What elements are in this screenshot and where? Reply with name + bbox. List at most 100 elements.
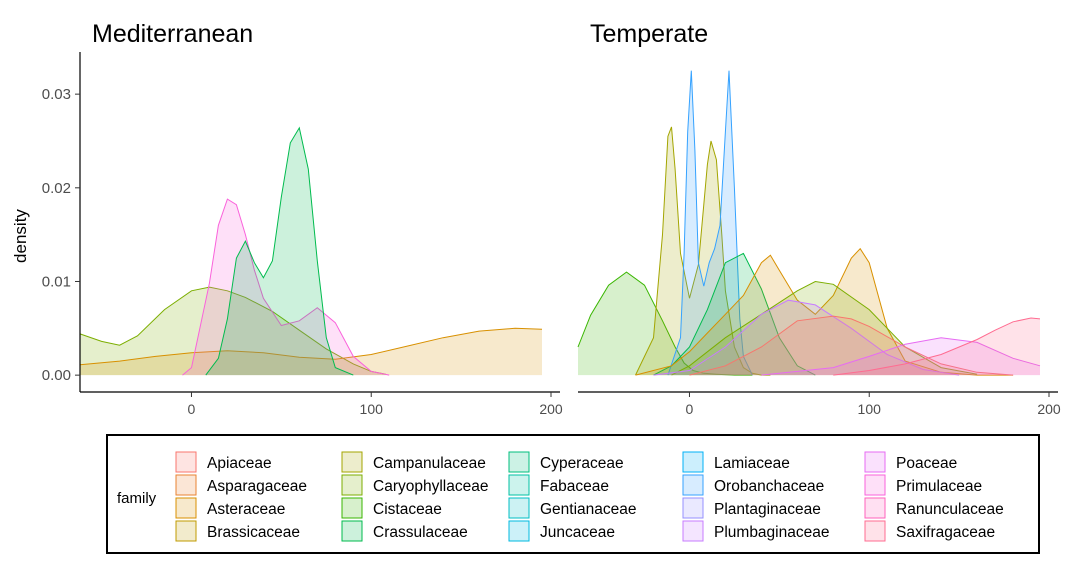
legend-item-primulaceae: Primulaceae	[864, 474, 982, 496]
legend-key	[175, 474, 197, 496]
density-area-asteraceae	[80, 328, 542, 376]
legend-key	[682, 497, 704, 519]
x-tick-label: 0	[686, 401, 694, 417]
legend-item-crassulaceae: Crassulaceae	[341, 520, 468, 542]
x-tick-label: 100	[858, 401, 882, 417]
density-area-orobanchaceae	[667, 70, 753, 376]
legend-label: Crassulaceae	[373, 524, 468, 541]
y-axis-title: density	[11, 209, 30, 263]
density-area-crassulaceae	[205, 127, 354, 376]
legend-label: Lamiaceae	[714, 455, 790, 472]
legend-key	[175, 520, 197, 542]
legend-item-gentianaceae: Gentianaceae	[508, 497, 637, 519]
facet-panels: Mediterranean 0 100 200 0.00 0.01 0.02 0.03 Temp…	[42, 20, 1061, 417]
legend-label: Juncaceae	[540, 524, 615, 541]
legend-item-cyperaceae: Cyperaceae	[508, 451, 624, 473]
density-line-saxifragaceae	[833, 317, 1041, 376]
legend-label: Cyperaceae	[540, 455, 624, 472]
density-line-poaceae	[761, 337, 1041, 376]
legend-key	[341, 520, 363, 542]
legend-label: Asteraceae	[207, 501, 285, 518]
density-area-saxifragaceae	[833, 318, 1040, 376]
legend-label: Caryophyllaceae	[373, 478, 488, 495]
legend-key	[508, 497, 530, 519]
density-area-caryophyllaceae	[80, 287, 386, 376]
x-tick-label: 200	[1037, 401, 1061, 417]
legend-item-asteraceae: Asteraceae	[175, 497, 285, 519]
legend-label: Saxifragaceae	[896, 524, 995, 541]
legend-item-orobanchaceae: Orobanchaceae	[682, 474, 824, 496]
legend-key	[864, 474, 886, 496]
density-area-caryophyllaceae	[671, 281, 978, 376]
legend-item-saxifragaceae: Saxifragaceae	[864, 520, 995, 542]
legend-key	[864, 451, 886, 473]
legend-item-plumbaginaceae: Plumbaginaceae	[682, 520, 829, 542]
density-line-crassulaceae	[653, 252, 816, 376]
legend-item-juncaceae: Juncaceae	[508, 520, 615, 542]
legend-item-fabaceae: Fabaceae	[508, 474, 609, 496]
density-line-crassulaceae	[205, 126, 354, 376]
legend-item-plantaginaceae: Plantaginaceae	[682, 497, 821, 519]
legend-key	[682, 474, 704, 496]
density-line-campanulaceae	[635, 126, 771, 376]
legend-item-caryophyllaceae: Caryophyllaceae	[341, 474, 488, 496]
legend-item-lamiaceae: Lamiaceae	[682, 451, 790, 473]
x-tick-label: 100	[360, 401, 384, 417]
legend-label: Ranunculaceae	[896, 501, 1004, 518]
panel-temperate: Temperate 0 100 200	[577, 20, 1061, 417]
density-line-asteraceae	[635, 247, 1014, 376]
y-tick-label: 0.00	[42, 367, 71, 384]
legend-key	[341, 497, 363, 519]
legend-label: Plantaginaceae	[714, 501, 821, 518]
x-tick-label: 200	[539, 401, 563, 417]
density-area-crassulaceae	[653, 253, 816, 376]
legend-label: Brassicaceae	[207, 524, 300, 541]
legend-label: Plumbaginaceae	[714, 524, 829, 541]
density-line-primulaceae	[182, 198, 390, 376]
legend: family Apiaceae Asparagaceae Asteraceae Bras…	[106, 434, 1040, 554]
legend-item-apiaceae: Apiaceae	[175, 451, 272, 473]
density-area-plumbaginaceae	[653, 300, 960, 376]
legend-key	[508, 451, 530, 473]
density-area-cistaceae	[578, 272, 753, 376]
density-line-apiaceae	[689, 315, 1014, 376]
density-line-asteraceae	[79, 327, 543, 366]
legend-key	[864, 497, 886, 519]
legend-key	[175, 497, 197, 519]
legend-item-poaceae: Poaceae	[864, 451, 957, 473]
x-tick-label: 0	[188, 401, 196, 417]
density-area-campanulaceae	[635, 126, 771, 376]
density-area-apiaceae	[689, 316, 1014, 376]
legend-item-ranunculaceae: Ranunculaceae	[864, 497, 1004, 519]
legend-label: Gentianaceae	[540, 501, 637, 518]
legend-title: family	[117, 490, 157, 507]
legend-key	[682, 520, 704, 542]
legend-key	[864, 520, 886, 542]
legend-key	[341, 474, 363, 496]
density-line-caryophyllaceae	[79, 286, 386, 375]
legend-label: Poaceae	[896, 455, 957, 472]
panel-title: Mediterranean	[92, 20, 253, 48]
density-line-caryophyllaceae	[671, 280, 978, 376]
legend-key	[508, 520, 530, 542]
y-tick-label: 0.03	[42, 86, 71, 103]
legend-label: Campanulaceae	[373, 455, 486, 472]
legend-label: Orobanchaceae	[714, 478, 824, 495]
legend-key	[341, 451, 363, 473]
legend-item-asparagaceae: Asparagaceae	[175, 474, 307, 496]
density-area-primulaceae	[182, 199, 390, 376]
legend-label: Asparagaceae	[207, 478, 307, 495]
legend-item-cistaceae: Cistaceae	[341, 497, 442, 519]
legend-label: Fabaceae	[540, 478, 609, 495]
legend-key	[175, 451, 197, 473]
y-tick-label: 0.01	[42, 273, 71, 290]
y-axis-title-group: density	[11, 209, 30, 263]
legend-item-brassicaceae: Brassicaceae	[175, 520, 300, 542]
density-line-cistaceae	[577, 271, 753, 376]
legend-item-campanulaceae: Campanulaceae	[341, 451, 486, 473]
density-line-orobanchaceae	[667, 70, 753, 376]
legend-key	[682, 451, 704, 473]
density-line-plumbaginaceae	[653, 299, 960, 376]
density-area-poaceae	[761, 337, 1040, 376]
